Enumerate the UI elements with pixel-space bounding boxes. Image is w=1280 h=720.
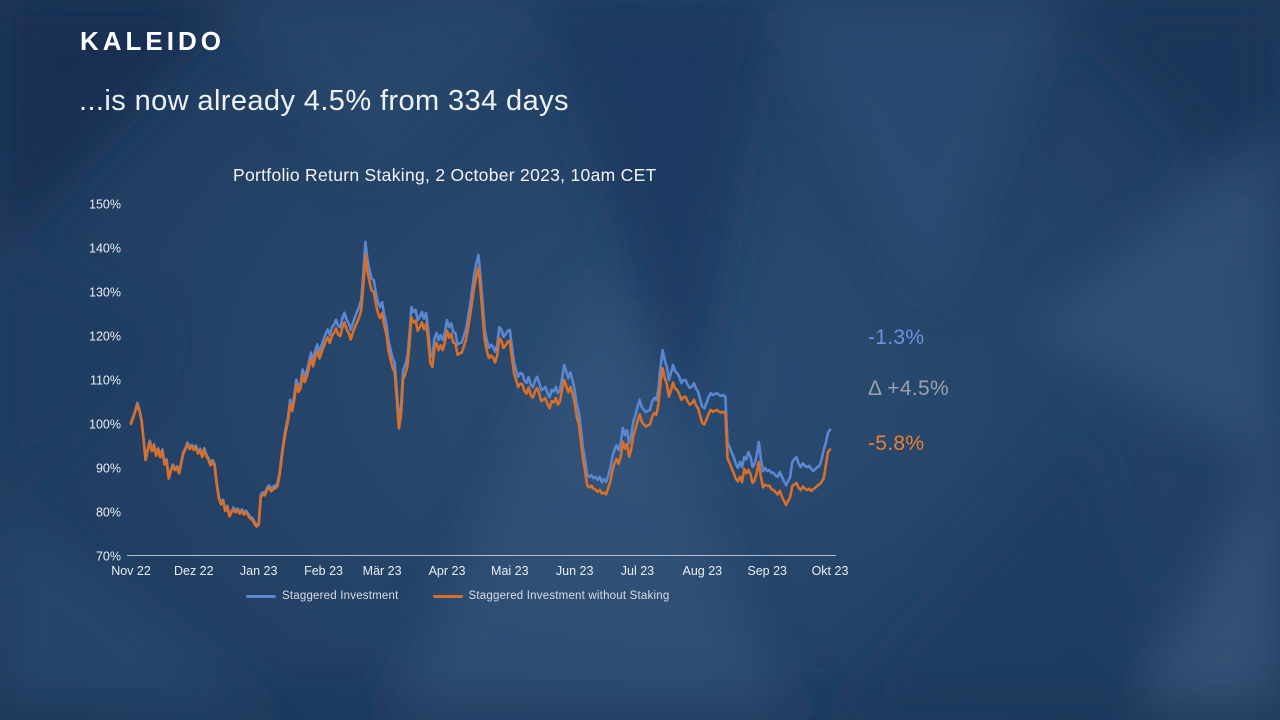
unstaked-line-swatch [432,594,463,598]
legend-item-unstaked: Staggered Investment without Staking [432,590,670,602]
delta-value-label: Δ +4.5% [868,377,949,400]
unstaked-end-value-label: -5.8% [868,432,925,455]
slide-headline: ...is now already 4.5% from 334 days [79,85,569,117]
legend-item-staked: Staggered Investment [246,590,399,602]
kaleido-logo: KALEIDO [80,26,225,56]
legend-label-unstaked: Staggered Investment without Staking [468,590,670,602]
staked-line-swatch [246,594,276,598]
chart-title: Portfolio Return Staking, 2 October 2023… [233,165,657,185]
legend-label-staked: Staggered Investment [282,590,399,602]
chart-legend: Staggered Investment Staggered Investmen… [246,590,669,602]
staked-end-value-label: -1.3% [868,326,925,349]
